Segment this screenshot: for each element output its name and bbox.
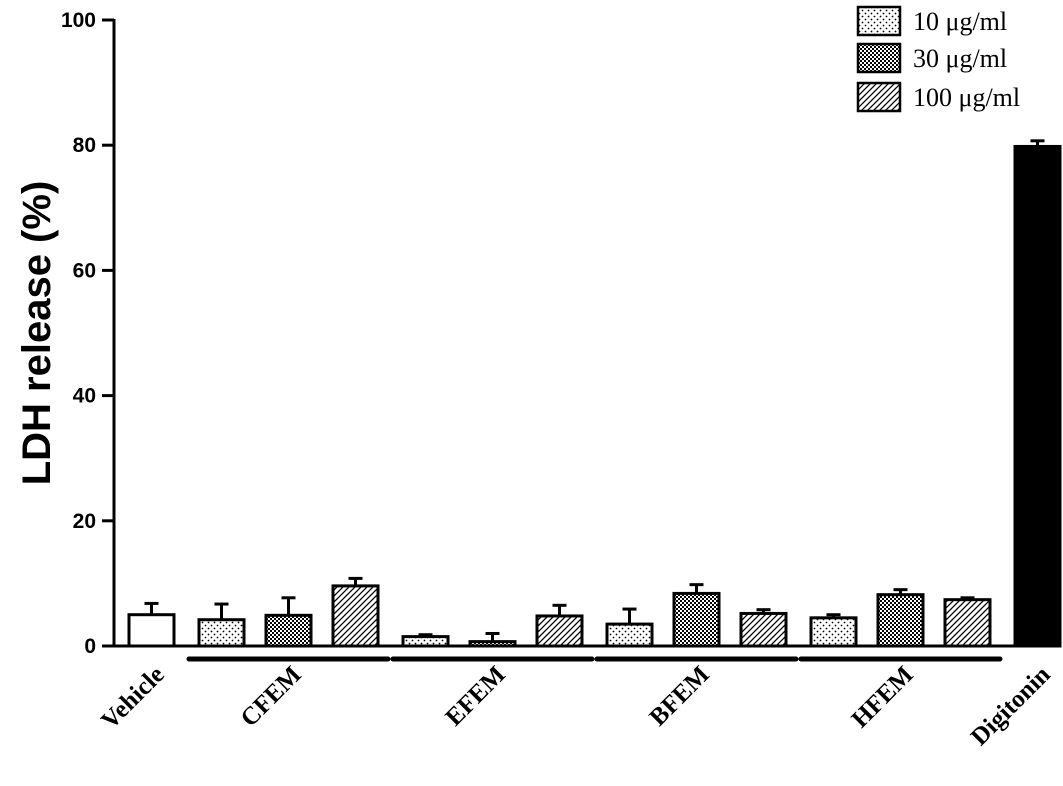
legend-label: 100 μg/ml bbox=[913, 83, 1020, 112]
legend-label: 10 μg/ml bbox=[913, 7, 1007, 36]
category-label: HFEM bbox=[847, 661, 919, 733]
y-tick-label: 60 bbox=[73, 259, 96, 282]
y-axis-label: LDH release (%) bbox=[15, 181, 59, 486]
y-tick-label: 20 bbox=[73, 510, 96, 533]
bar bbox=[468, 640, 517, 648]
category-labels: Vehicle CFEM EFEM BFEM HFEM Digitonin bbox=[96, 661, 1055, 751]
legend: 10 μg/ml 30 μg/ml 100 μg/ml bbox=[856, 5, 1020, 113]
legend-swatch bbox=[856, 81, 902, 113]
bar bbox=[331, 584, 380, 648]
bar bbox=[401, 635, 450, 648]
bar bbox=[535, 614, 584, 648]
bar bbox=[1013, 144, 1062, 648]
y-tick-label: 100 bbox=[61, 9, 96, 32]
legend-swatch bbox=[856, 42, 902, 74]
category-label: Digitonin bbox=[966, 661, 1056, 751]
y-tick-label: 40 bbox=[73, 385, 96, 408]
bar bbox=[605, 622, 654, 648]
y-tick-label: 80 bbox=[73, 134, 96, 157]
category-label: EFEM bbox=[441, 661, 511, 731]
legend-label: 30 μg/ml bbox=[913, 44, 1007, 73]
bar bbox=[943, 598, 992, 648]
category-label: BFEM bbox=[645, 661, 715, 731]
y-tick-label: 0 bbox=[84, 635, 96, 658]
bar bbox=[197, 618, 246, 648]
bars bbox=[127, 139, 1062, 648]
bar bbox=[672, 591, 721, 648]
category-label: Vehicle bbox=[96, 661, 169, 734]
bar bbox=[876, 593, 925, 648]
bar bbox=[264, 613, 313, 648]
bar bbox=[809, 616, 858, 648]
legend-swatch bbox=[856, 5, 902, 37]
bar bbox=[127, 613, 176, 648]
category-label: CFEM bbox=[236, 661, 307, 732]
bar bbox=[739, 611, 788, 648]
